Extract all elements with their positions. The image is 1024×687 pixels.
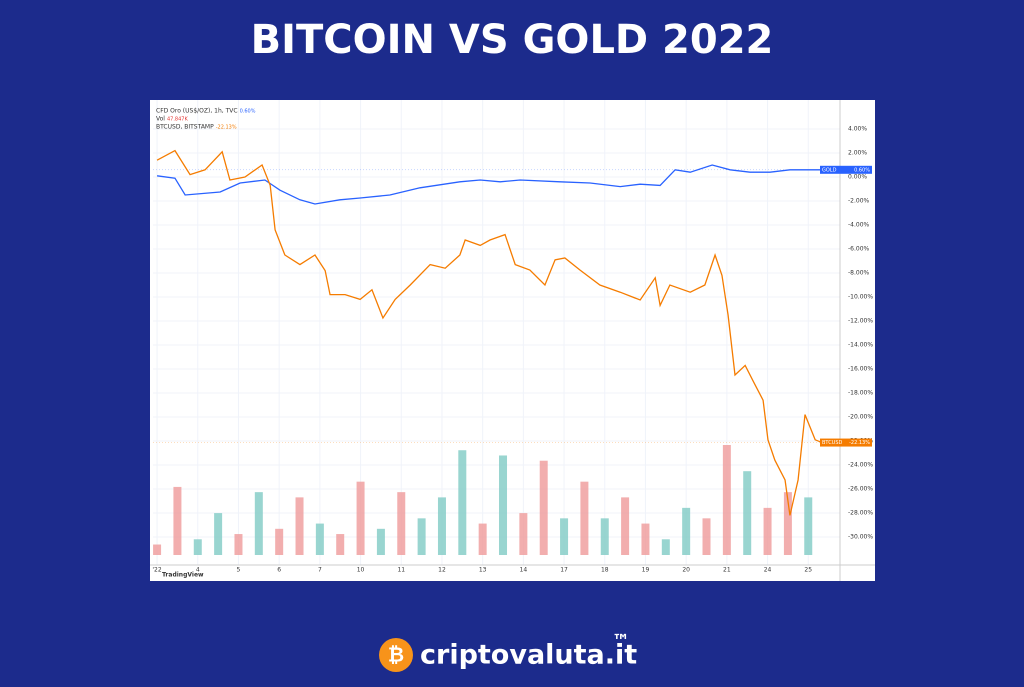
y-tick-label: -28.00% <box>848 510 873 517</box>
volume-bar <box>600 518 609 555</box>
x-tick-label: 25 <box>804 567 812 574</box>
price-tag-value: 0.60% <box>854 167 870 173</box>
y-tick-label: -4.00% <box>848 222 870 229</box>
y-tick-label: 2.00% <box>848 150 867 157</box>
y-tick-label: -8.00% <box>848 270 870 277</box>
x-tick-label: 18 <box>601 567 609 574</box>
volume-bar <box>641 523 650 555</box>
logo-icon <box>379 638 413 672</box>
y-tick-label: -10.00% <box>848 294 873 301</box>
x-tick-label: 24 <box>764 567 772 574</box>
volume-bar <box>315 523 324 555</box>
x-tick-label: 21 <box>723 567 731 574</box>
volume-bar <box>397 492 406 555</box>
volume-bar <box>722 445 731 555</box>
x-tick-label: 6 <box>277 567 281 574</box>
series-line <box>156 164 823 205</box>
y-tick-label: -24.00% <box>848 462 873 469</box>
volume-bar <box>580 481 589 555</box>
volume-bar <box>254 492 263 555</box>
legend-value: 0.60% <box>240 109 256 115</box>
x-tick-label: 10 <box>357 567 365 574</box>
volume-bar <box>783 492 792 555</box>
volume-bar <box>356 481 365 555</box>
logo-glyph: ₿ <box>388 643 404 667</box>
chart: 4.00% 2.00% 0.00% -2.00% -4.00% -6.00% -8.00% -… <box>150 100 875 581</box>
volume-bar <box>234 534 243 555</box>
title: BITCOIN VS GOLD 2022 <box>251 17 774 63</box>
watermark: TradingView <box>162 572 204 579</box>
volume-bar <box>295 497 304 555</box>
x-tick-label: 14 <box>520 567 528 574</box>
y-tick-label: -18.00% <box>848 390 873 397</box>
price-tag-name: GOLD <box>822 167 837 173</box>
volume-bar <box>376 528 385 555</box>
volume-bar <box>804 497 813 555</box>
legend-value: -22.13% <box>216 125 237 131</box>
x-tick-label: 4 <box>196 567 200 574</box>
series-line <box>156 149 823 516</box>
brand-name: criptovaluta.it <box>420 640 637 671</box>
brand-mark: ™ <box>612 631 630 652</box>
y-tick-label: -30.00% <box>848 534 873 541</box>
volume-bar <box>458 450 467 555</box>
volume-bar <box>682 507 691 555</box>
y-tick-label: 0.00% <box>848 174 867 181</box>
x-tick-label: 19 <box>642 567 650 574</box>
x-tick-label: 11 <box>397 567 405 574</box>
x-tick-label: 7 <box>318 567 322 574</box>
x-tick-label: '22 <box>152 567 161 574</box>
volume-bar <box>763 507 772 555</box>
y-tick-label: -20.00% <box>848 414 873 421</box>
y-tick-label: -12.00% <box>848 318 873 325</box>
y-tick-label: -14.00% <box>848 342 873 349</box>
legend-entry: BTCUSD, BITSTAMP <box>156 124 214 131</box>
y-tick-label: -26.00% <box>848 486 873 493</box>
legend-entry: CFD Oro (US$/OZ), 1h, TVC <box>156 108 238 115</box>
volume-bar <box>519 513 528 555</box>
y-tick-label: 4.00% <box>848 126 867 133</box>
price-tag <box>820 438 872 447</box>
volume-bar <box>702 518 711 555</box>
x-tick-label: 13 <box>479 567 487 574</box>
price-tag-value: -22.13% <box>849 440 870 446</box>
x-tick-label: 12 <box>438 567 446 574</box>
y-tick-label: -16.00% <box>848 366 873 373</box>
price-tag <box>820 165 872 174</box>
volume-bar <box>437 497 446 555</box>
y-tick-label: -6.00% <box>848 246 870 253</box>
x-tick-label: 5 <box>237 567 241 574</box>
volume-bar <box>661 539 670 555</box>
volume-bar <box>621 497 630 555</box>
legend-value: 47.847K <box>167 117 188 123</box>
volume-bar <box>336 534 345 555</box>
volume-bar <box>499 455 508 555</box>
price-tag-name: BTCUSD <box>822 440 843 446</box>
volume-bar <box>193 539 202 555</box>
x-tick-label: 17 <box>560 567 568 574</box>
legend-entry: Vol <box>156 116 165 123</box>
volume-bar <box>275 528 284 555</box>
volume-bar <box>743 471 752 555</box>
x-tick-label: 20 <box>682 567 690 574</box>
volume-bar <box>153 544 162 555</box>
volume-bar <box>214 513 223 555</box>
volume-bar <box>560 518 569 555</box>
volume-bar <box>539 460 548 555</box>
volume-bar <box>417 518 426 555</box>
y-tick-label: -2.00% <box>848 198 870 205</box>
volume-bar <box>478 523 487 555</box>
volume-bar <box>173 486 182 555</box>
